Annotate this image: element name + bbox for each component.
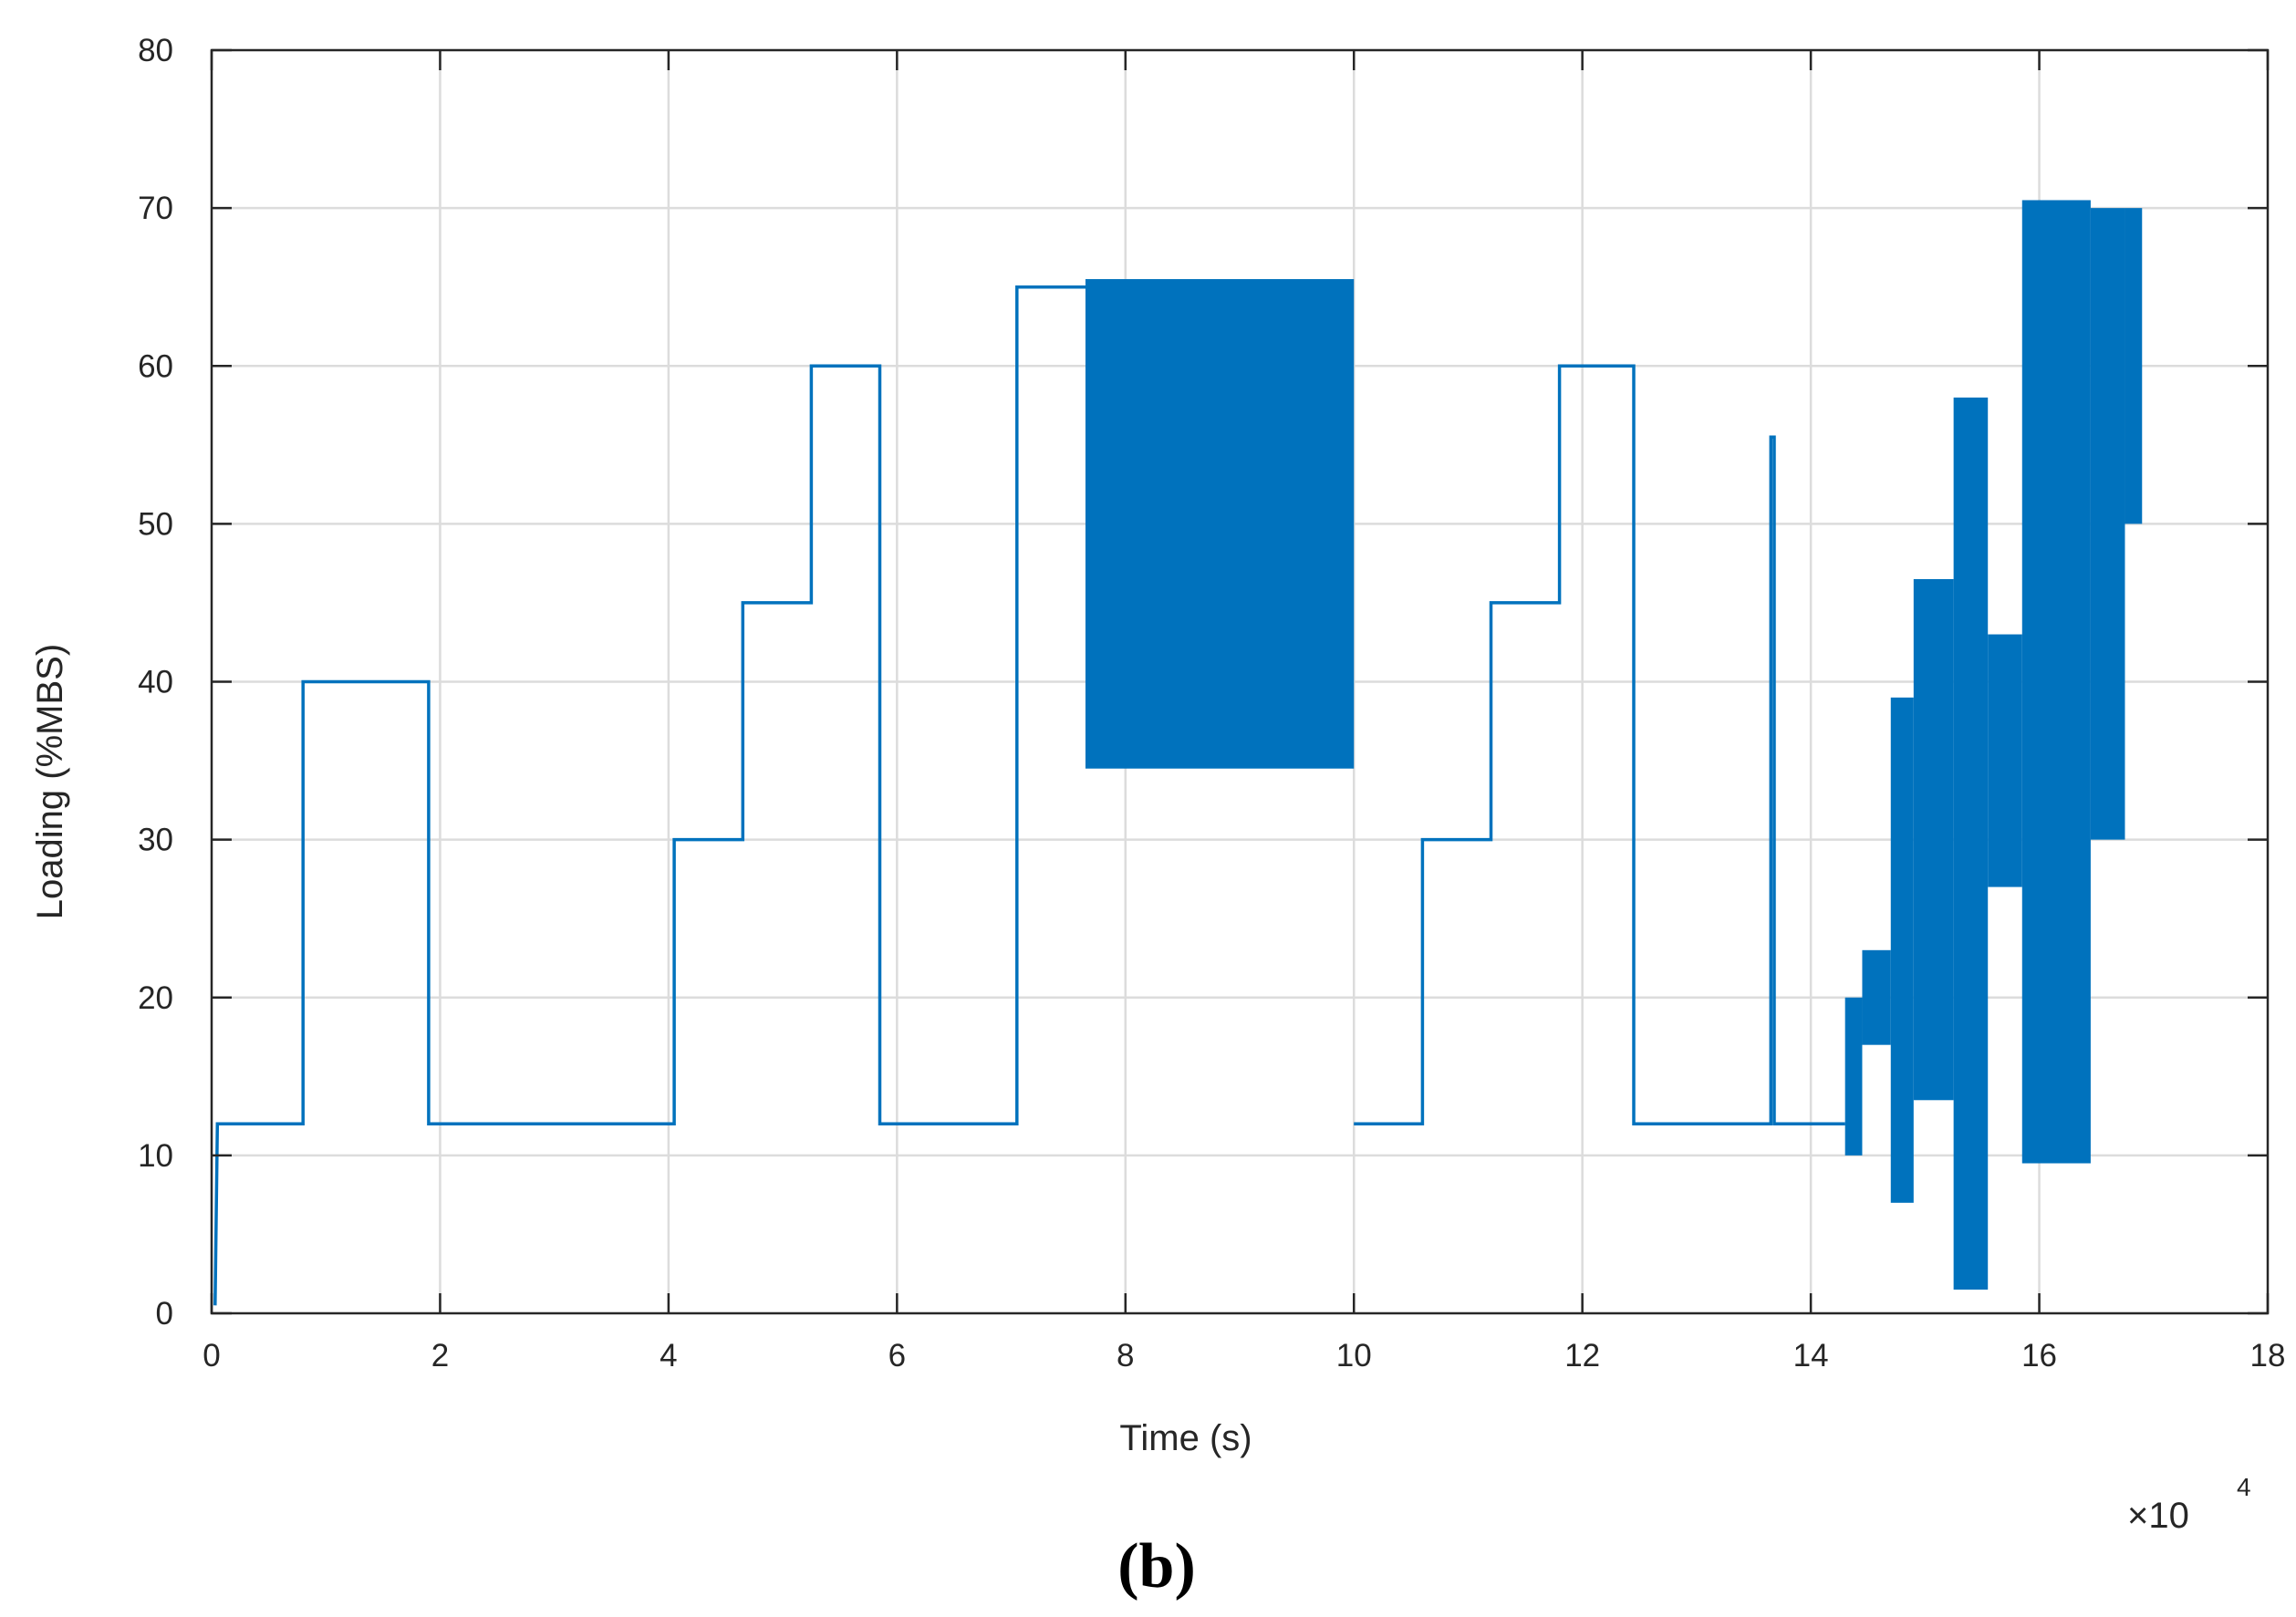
series-oscillation-band [1988, 634, 2022, 887]
x-tick-label: 12 [1564, 1338, 1600, 1373]
series-oscillation-band [2090, 208, 2125, 840]
x-tick-label: 6 [888, 1338, 906, 1373]
x-tick-label: 4 [660, 1338, 677, 1373]
series-oscillation-band [1890, 697, 1914, 1203]
figure-caption: (b) [1117, 1531, 1196, 1601]
x-axis-label: Time (s) [1119, 1418, 1252, 1458]
y-tick-label: 20 [138, 980, 173, 1016]
x-tick-label: 8 [1117, 1338, 1134, 1373]
y-tick-label: 50 [138, 506, 173, 542]
axis-ticks: 0 2 4 6 8 10 12 14 16 18 0 10 20 30 40 50 60 70 80 [138, 33, 2285, 1373]
series-oscillation-band [2125, 208, 2143, 524]
x-tick-label: 18 [2250, 1338, 2286, 1373]
series-oscillation-band [1953, 397, 1989, 1290]
x-exponent-power: 4 [2237, 1473, 2251, 1501]
y-tick-label: 60 [138, 348, 173, 384]
x-tick-label: 16 [2021, 1338, 2057, 1373]
series-oscillation-band [1085, 279, 1355, 769]
series-line [213, 200, 2143, 1306]
y-tick-label: 80 [138, 33, 173, 68]
x-tick-label: 14 [1793, 1338, 1829, 1373]
series-oscillation-band [1913, 578, 1954, 1101]
series-oscillation-band [1844, 997, 1863, 1156]
y-tick-label: 10 [138, 1138, 173, 1174]
y-tick-label: 70 [138, 191, 173, 226]
series-line-segment [213, 285, 1086, 1306]
x-exponent-label: ×10 [2127, 1496, 2189, 1536]
y-tick-label: 30 [138, 823, 173, 858]
y-tick-label: 0 [156, 1296, 173, 1332]
series-oscillation-band [2021, 200, 2091, 1164]
series-oscillation-band [1862, 949, 1891, 1045]
x-tick-label: 10 [1336, 1338, 1372, 1373]
x-tick-label: 2 [431, 1338, 449, 1373]
y-tick-label: 40 [138, 665, 173, 700]
x-tick-label: 0 [203, 1338, 220, 1373]
y-axis-label: Loading (%MBS) [30, 644, 70, 919]
series-line-segment [1354, 364, 1845, 1126]
